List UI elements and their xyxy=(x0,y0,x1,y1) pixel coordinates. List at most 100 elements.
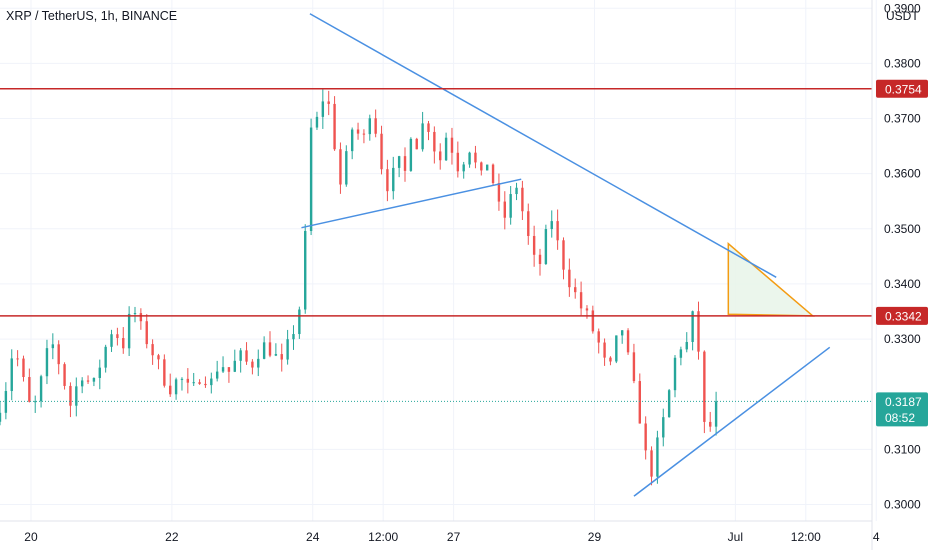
time-tick-label: 12:00 xyxy=(791,530,821,544)
candle-body xyxy=(321,101,325,117)
candle-body xyxy=(585,308,589,311)
candle-body xyxy=(34,401,37,403)
candle-body xyxy=(409,138,413,171)
price-axis[interactable]: 0.3000 0.3100 0.3300 0.3400 0.3500 0.3600 0.37… xyxy=(884,1,921,511)
candle-body xyxy=(198,382,201,384)
candle-body xyxy=(327,101,330,104)
candle-body xyxy=(697,311,700,352)
candle-body xyxy=(350,129,354,152)
chart-title: XRP / TetherUS, 1h, BINANCE xyxy=(6,9,178,23)
candle-body xyxy=(139,313,143,322)
candle-body xyxy=(57,344,60,365)
candle-body xyxy=(380,133,383,170)
candle-body xyxy=(597,331,600,343)
time-axis[interactable]: 20 22 24 12:00 27 29 Jul 12:00 4 xyxy=(24,530,880,544)
trendlines[interactable] xyxy=(301,13,831,497)
candle-body xyxy=(667,390,671,418)
time-tick-label: 12:00 xyxy=(368,530,398,544)
candle-body xyxy=(362,133,366,135)
candle-body xyxy=(626,330,630,353)
time-tick-label: 29 xyxy=(588,530,602,544)
candle-body xyxy=(503,201,506,218)
candle-body xyxy=(456,152,460,172)
candle-body xyxy=(509,194,512,218)
candle-body xyxy=(609,357,612,362)
candle-body xyxy=(80,380,84,387)
candle-body xyxy=(133,313,137,315)
price-tick-label: 0.3000 xyxy=(884,497,921,511)
candle-body xyxy=(304,230,307,310)
price-tick-label: 0.3800 xyxy=(884,56,921,70)
candle-body xyxy=(104,346,107,368)
candle-body xyxy=(662,417,665,438)
candle-body xyxy=(157,355,160,360)
candle-body xyxy=(714,401,718,427)
candle-body xyxy=(644,423,647,451)
candle-body xyxy=(163,359,166,386)
candle-body xyxy=(51,344,55,349)
trendline xyxy=(633,346,831,497)
candle-body xyxy=(691,311,694,342)
candle-body xyxy=(468,152,471,165)
candle-body xyxy=(110,334,113,347)
candle-body xyxy=(579,292,583,309)
candle-body xyxy=(709,421,712,427)
time-tick-label: Jul xyxy=(728,530,743,544)
candle-body xyxy=(403,156,407,171)
candle-body xyxy=(315,116,319,128)
candle-body xyxy=(280,354,283,360)
candle-body xyxy=(632,352,636,382)
time-tick-label: 24 xyxy=(306,530,320,544)
candle-body xyxy=(186,378,190,383)
candle-body xyxy=(439,151,442,161)
candle-body xyxy=(227,367,231,372)
candle-body xyxy=(16,358,19,360)
candle-body xyxy=(374,118,377,134)
candle-body xyxy=(444,137,448,161)
candle-body xyxy=(10,358,13,392)
candle-body xyxy=(268,342,272,356)
candle-body xyxy=(397,156,401,168)
candle-body xyxy=(245,350,248,362)
current-price-tag xyxy=(876,392,928,427)
candle-body xyxy=(603,342,606,358)
candle-body xyxy=(368,118,371,135)
candle-body xyxy=(392,167,395,192)
candle-body xyxy=(274,354,278,356)
trendline xyxy=(301,178,522,229)
time-tick-label: 27 xyxy=(447,530,461,544)
price-tick-label: 0.3400 xyxy=(884,277,921,291)
candle-body xyxy=(22,358,25,378)
candle-body xyxy=(532,235,536,255)
candle-body xyxy=(679,349,683,358)
price-tick-label: 0.3600 xyxy=(884,167,921,181)
candle-body xyxy=(568,269,571,288)
candle-body xyxy=(450,137,454,153)
candle-body xyxy=(497,183,501,202)
candle-body xyxy=(145,321,148,345)
candle-body xyxy=(86,380,90,382)
candle-body xyxy=(116,334,119,339)
candle-body xyxy=(210,378,213,386)
price-unit[interactable]: USDT xyxy=(886,9,919,23)
price-tags: 0.3754 0.3342 0.3187 08:52 xyxy=(876,79,928,427)
level-price-tag xyxy=(876,306,928,325)
candle-body xyxy=(169,385,172,395)
candle-body xyxy=(75,386,78,406)
price-tick-label: 0.3900 xyxy=(884,1,921,15)
candle-body xyxy=(286,339,289,360)
candle-body xyxy=(98,367,101,378)
level-price-tag-label: 0.3342 xyxy=(885,309,922,323)
candle-body xyxy=(262,342,266,359)
current-price-label: 0.3187 xyxy=(885,395,922,409)
candle-body xyxy=(28,377,31,402)
candle-body xyxy=(462,164,465,172)
candle-body xyxy=(122,338,125,349)
candle-body xyxy=(521,187,524,212)
candle-body xyxy=(63,364,66,386)
candle-body xyxy=(356,129,360,134)
time-tick-label: 4 xyxy=(873,530,880,544)
candle-body xyxy=(685,341,688,350)
horizontal-levels[interactable] xyxy=(0,88,872,317)
